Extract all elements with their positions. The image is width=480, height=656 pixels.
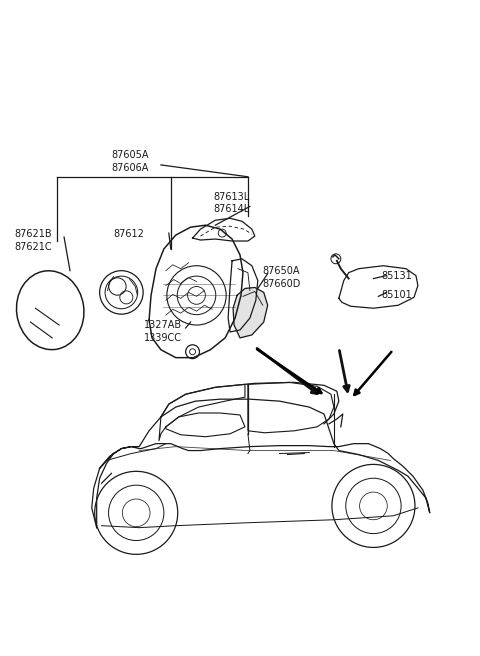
Text: 85131: 85131 [381,271,412,281]
Text: 87605A: 87605A [111,150,149,160]
Text: 87606A: 87606A [111,163,149,173]
Text: 87660D: 87660D [263,279,301,289]
Text: 87621C: 87621C [14,242,52,252]
Text: 87614L: 87614L [213,205,250,215]
Text: 87621B: 87621B [14,229,52,239]
Text: 87613L: 87613L [213,192,250,201]
Text: 87612: 87612 [113,229,144,239]
Text: 1327AB: 1327AB [144,320,182,330]
Text: 1339CC: 1339CC [144,333,182,343]
Text: 85101: 85101 [381,291,412,300]
Text: 87650A: 87650A [263,266,300,276]
Polygon shape [233,287,268,338]
